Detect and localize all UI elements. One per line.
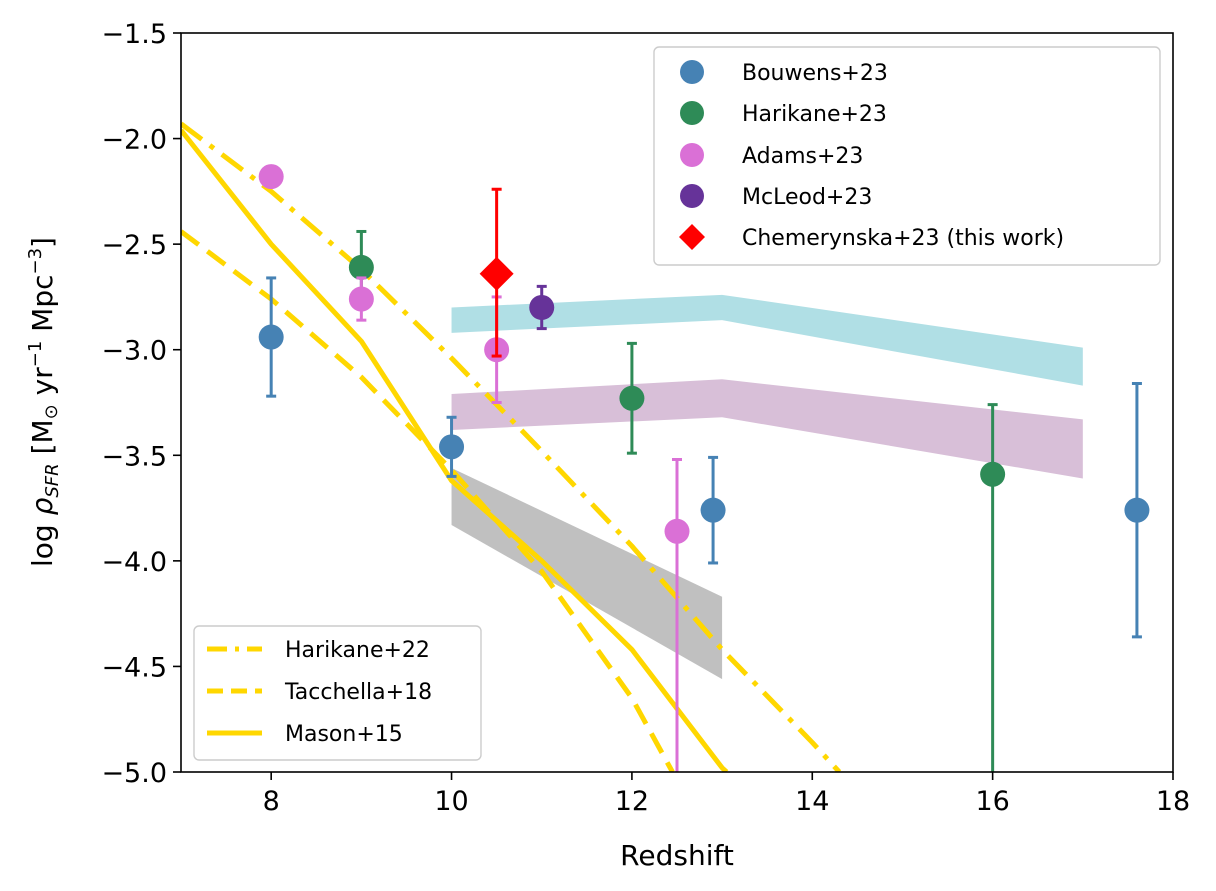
y-tick-label-2: −4.0 [101,547,167,578]
line-mason-15 [181,128,729,772]
legend-lines-frame [193,625,482,761]
point-bouwens-23-3 [1124,497,1150,523]
legend-points-frame [653,46,1161,266]
legend-label-harikane22: Harikane+22 [285,638,430,663]
legend-label-adams: Adams+23 [742,144,863,169]
thistle-band [451,379,1083,479]
y-tick-label-4: −3.0 [101,336,167,367]
y-tick-label-0: −5.0 [101,758,167,789]
x-axis-label: Redshift [620,839,734,872]
y-tick-label-6: −2.0 [101,125,167,156]
point-harikane-23-1 [619,385,645,411]
point-harikane-23-0 [348,254,374,280]
legend-label-chemerynska: Chemerynska+23 (this work) [742,226,1064,251]
legend-marker-adams [680,143,704,167]
legend-label-mcleod: McLeod+23 [742,185,872,210]
x-tick-label-10: 10 [434,786,468,817]
legend-marker-bouwens [680,60,704,84]
legend-marker-harikane23 [680,101,704,125]
gray-band [451,467,723,680]
y-axis-label: log ρSFR [M⊙ yr−1 Mpc−3] [25,237,63,567]
legend-label-mason: Mason+15 [285,722,403,747]
legend-label-bouwens: Bouwens+23 [742,61,888,86]
x-tick-label-12: 12 [615,786,649,817]
x-tick-label-14: 14 [795,786,829,817]
legend-label-tacchella: Tacchella+18 [284,680,432,705]
cyan-band [451,294,1083,386]
point-adams-23-0 [258,164,284,190]
legend-marker-chemerynska [679,224,705,250]
y-tick-label-1: −4.5 [101,652,167,683]
point-harikane-23-2 [980,461,1006,487]
legend-points: Bouwens+23 Harikane+23 Adams+23 McLeod+2… [653,46,1161,266]
point-chemerynska-23-this-work-0 [479,256,514,291]
point-mcleod-23-0 [529,294,555,320]
point-adams-23-3 [664,518,690,544]
point-adams-23-1 [348,286,374,312]
x-tick-label-18: 18 [1156,786,1190,817]
plot-frame [180,32,1174,773]
point-bouwens-23-2 [700,497,726,523]
x-tick-label-16: 16 [975,786,1009,817]
x-tick-label-8: 8 [263,786,280,817]
legend-label-harikane23: Harikane+23 [742,102,887,127]
y-tick-label-7: −1.5 [101,19,167,50]
point-bouwens-23-0 [258,324,284,350]
y-tick-label-5: −2.5 [101,230,167,261]
legend-marker-mcleod [680,184,704,208]
y-tick-label-3: −3.5 [101,441,167,472]
point-bouwens-23-1 [439,434,465,460]
legend-lines: Harikane+22 Tacchella+18 Mason+15 [193,625,482,761]
